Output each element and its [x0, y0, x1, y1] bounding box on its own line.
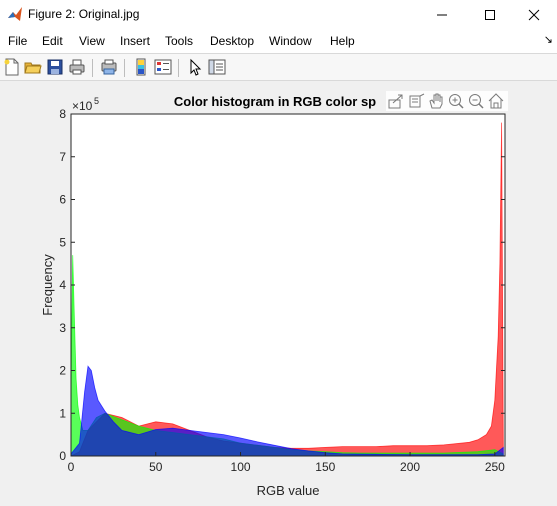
- y-tick-label: 5: [59, 235, 66, 249]
- y-exponent-base: ×10: [72, 99, 93, 113]
- save-icon[interactable]: [46, 58, 64, 76]
- y-tick-label: 7: [59, 150, 66, 164]
- dock-arrow-icon[interactable]: ↘: [543, 34, 553, 46]
- property-inspector-icon[interactable]: [208, 58, 226, 76]
- minimize-button[interactable]: [419, 0, 465, 29]
- brush-icon[interactable]: [409, 93, 425, 108]
- y-tick-label: 0: [59, 449, 66, 463]
- close-button[interactable]: [511, 0, 557, 29]
- menu-desktop[interactable]: Desktop: [210, 34, 255, 48]
- maximize-icon: [485, 9, 495, 20]
- toolbar-separator: [178, 59, 179, 77]
- maximize-button[interactable]: [467, 0, 513, 29]
- insert-colorbar-icon[interactable]: [132, 58, 150, 76]
- zoom-in-icon[interactable]: [449, 94, 464, 109]
- window-title: Figure 2: Original.jpg: [28, 7, 140, 21]
- x-tick-label: 150: [315, 460, 335, 474]
- y-tick-label: 2: [59, 364, 66, 378]
- matlab-icon: [8, 7, 22, 21]
- y-tick-label: 4: [59, 278, 66, 292]
- y-exponent-power: 5: [94, 96, 99, 106]
- toolbar-separator: [92, 59, 93, 77]
- x-axis-label: RGB value: [257, 483, 320, 498]
- home-icon[interactable]: [488, 93, 504, 109]
- zoom-out-icon[interactable]: [469, 94, 484, 109]
- y-tick-label: 1: [59, 406, 66, 420]
- close-icon: [528, 9, 540, 20]
- x-tick-label: 250: [485, 460, 505, 474]
- axes-toolbar: [386, 91, 508, 111]
- toolbar-separator: [124, 59, 125, 77]
- insert-legend-icon[interactable]: [154, 58, 172, 76]
- open-file-icon[interactable]: [24, 58, 42, 76]
- x-tick-label: 200: [400, 460, 420, 474]
- menu-file[interactable]: File: [8, 34, 28, 48]
- plot-background: [71, 114, 505, 456]
- minimize-icon: [437, 14, 447, 15]
- blue-channel-histogram: [71, 365, 504, 456]
- menu-help[interactable]: Help: [330, 34, 355, 48]
- print-icon[interactable]: [68, 58, 86, 76]
- menu-view[interactable]: View: [79, 34, 105, 48]
- menu-tools[interactable]: Tools: [165, 34, 194, 48]
- new-figure-icon[interactable]: [3, 58, 21, 76]
- y-tick-label: 3: [59, 321, 66, 335]
- figure-toolbar: [0, 53, 557, 81]
- y-axis-label: Frequency: [40, 254, 55, 316]
- chart-title: Color histogram in RGB color sp: [174, 94, 376, 109]
- menu-window[interactable]: Window: [269, 34, 312, 48]
- export-icon[interactable]: [388, 94, 403, 109]
- menu-edit[interactable]: Edit: [42, 34, 63, 48]
- x-tick-label: 0: [68, 460, 75, 474]
- window-title-bar: Figure 2: Original.jpg: [0, 0, 557, 29]
- edit-plot-icon[interactable]: [186, 58, 204, 76]
- histogram-chart: 0 50 100 150 200 250 0 1 2 3 4 5 6 7 8 Color histogram…: [40, 91, 508, 498]
- menu-insert[interactable]: Insert: [120, 34, 151, 48]
- figure-canvas[interactable]: 0 50 100 150 200 250 0 1 2 3 4 5 6 7 8 Color histogram…: [0, 81, 557, 501]
- x-tick-label: 100: [231, 460, 251, 474]
- print-preview-icon[interactable]: [100, 58, 118, 76]
- menu-bar: File Edit View Insert Tools Desktop Wind…: [0, 29, 557, 53]
- pan-icon[interactable]: [429, 93, 443, 109]
- y-tick-label: 8: [59, 107, 66, 121]
- y-tick-label: 6: [59, 193, 66, 207]
- x-tick-label: 50: [149, 460, 163, 474]
